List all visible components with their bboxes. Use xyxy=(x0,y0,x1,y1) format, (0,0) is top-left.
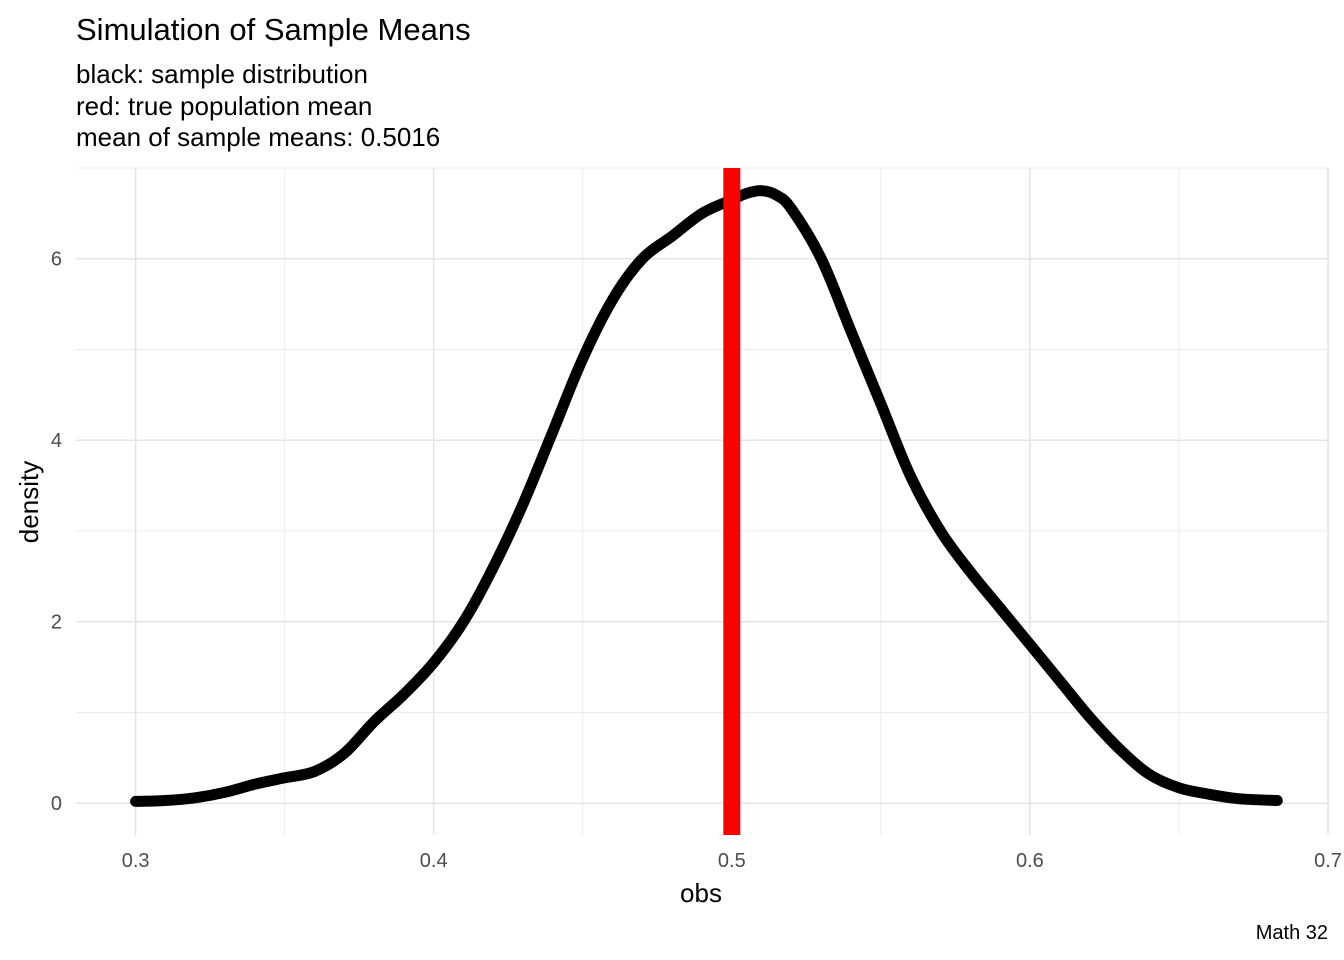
grid-layer xyxy=(76,167,1329,835)
density-curve xyxy=(130,185,1283,807)
x-tick-label: 0.6 xyxy=(1016,850,1044,872)
subtitle-line-1: black: sample distribution xyxy=(76,59,368,89)
chart-subtitle: black: sample distribution red: true pop… xyxy=(76,59,440,154)
chart-title: Simulation of Sample Means xyxy=(76,12,471,47)
tick-layer: 0.3 0.4 0.5 0.6 0.7 0 2 4 6 xyxy=(51,249,1342,872)
x-tick-label: 0.3 xyxy=(122,850,150,872)
subtitle-line-3: mean of sample means: 0.5016 xyxy=(76,122,441,152)
series-layer xyxy=(130,185,1283,807)
y-tick-label: 6 xyxy=(51,249,62,271)
y-tick-label: 2 xyxy=(51,612,62,634)
x-tick-label: 0.7 xyxy=(1314,850,1342,872)
y-axis-title: density xyxy=(14,461,44,543)
y-tick-label: 0 xyxy=(51,793,62,815)
subtitle-line-2: red: true population mean xyxy=(76,90,373,121)
x-tick-label: 0.4 xyxy=(420,850,448,872)
x-tick-label: 0.5 xyxy=(718,850,746,872)
x-axis-title: obs xyxy=(680,878,722,908)
chart-caption: Math 32 xyxy=(1255,922,1328,944)
y-tick-label: 4 xyxy=(51,430,62,452)
